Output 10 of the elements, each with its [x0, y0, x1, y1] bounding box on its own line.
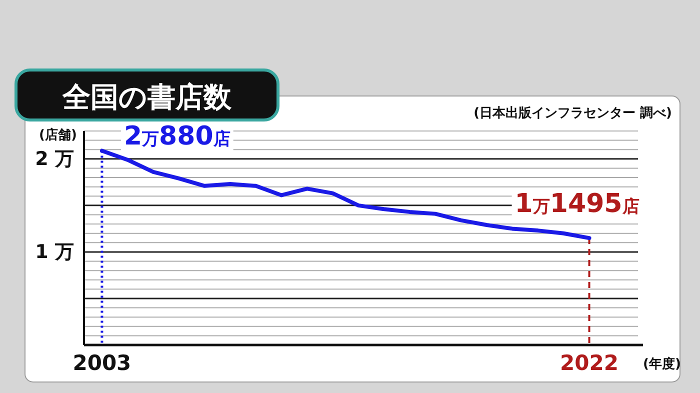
- y-tick-label: 1 万: [35, 240, 74, 263]
- y-tick-label: 2 万: [35, 148, 74, 170]
- y-axis-title: (店舗): [39, 127, 77, 143]
- chart-title: 全国の書店数: [62, 80, 232, 114]
- annotation: 1万1495店: [514, 189, 640, 220]
- text: (日本出版インフラセンター 調べ): [474, 105, 672, 121]
- annotation: 2万880店: [124, 122, 230, 152]
- x-tick-label: 2003: [72, 351, 132, 375]
- x-axis-title: (年度): [643, 356, 681, 372]
- x-tick-label: 2022: [560, 351, 618, 375]
